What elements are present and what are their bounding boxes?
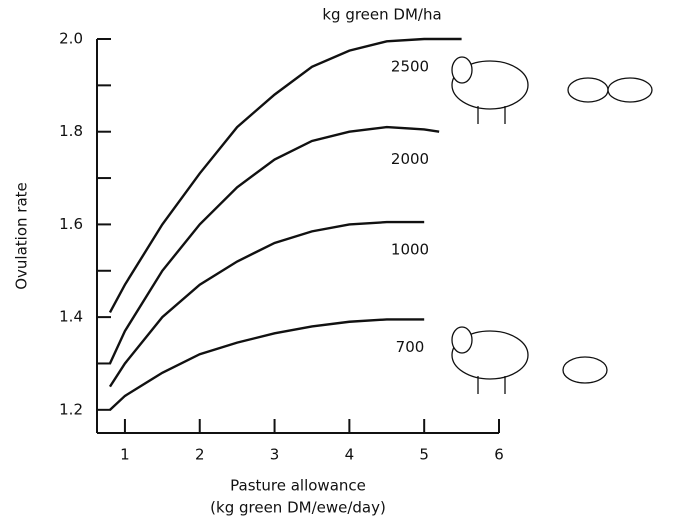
- x-tick-label: 5: [419, 446, 429, 464]
- x-axis-title: Pasture allowance: [230, 477, 366, 495]
- y-tick-label: 1.2: [59, 400, 83, 418]
- series-label: 2500: [391, 58, 429, 76]
- x-axis-subtitle: (kg green DM/ewe/day): [210, 499, 386, 517]
- x-tick-label: 4: [345, 446, 355, 464]
- series-line: [108, 125, 440, 364]
- y-tick-label: 1.6: [59, 215, 83, 233]
- sheep-illustration: [451, 56, 653, 394]
- y-tick-label: 2.0: [59, 30, 83, 48]
- y-axis-title: Ovulation rate: [13, 182, 31, 290]
- series-line: [109, 318, 425, 411]
- series-label: 700: [396, 338, 425, 356]
- legend-title: kg green DM/ha: [322, 6, 441, 24]
- y-tick-label: 1.8: [59, 122, 83, 140]
- x-tick-label: 3: [270, 446, 280, 464]
- y-tick-label: 1.4: [59, 308, 83, 326]
- series-line: [108, 37, 462, 314]
- x-tick-label: 6: [494, 446, 504, 464]
- series-label: 1000: [391, 241, 429, 259]
- x-tick-label: 1: [120, 446, 130, 464]
- series-label: 2000: [391, 150, 429, 168]
- series-line: [108, 220, 425, 388]
- x-tick-label: 2: [195, 446, 205, 464]
